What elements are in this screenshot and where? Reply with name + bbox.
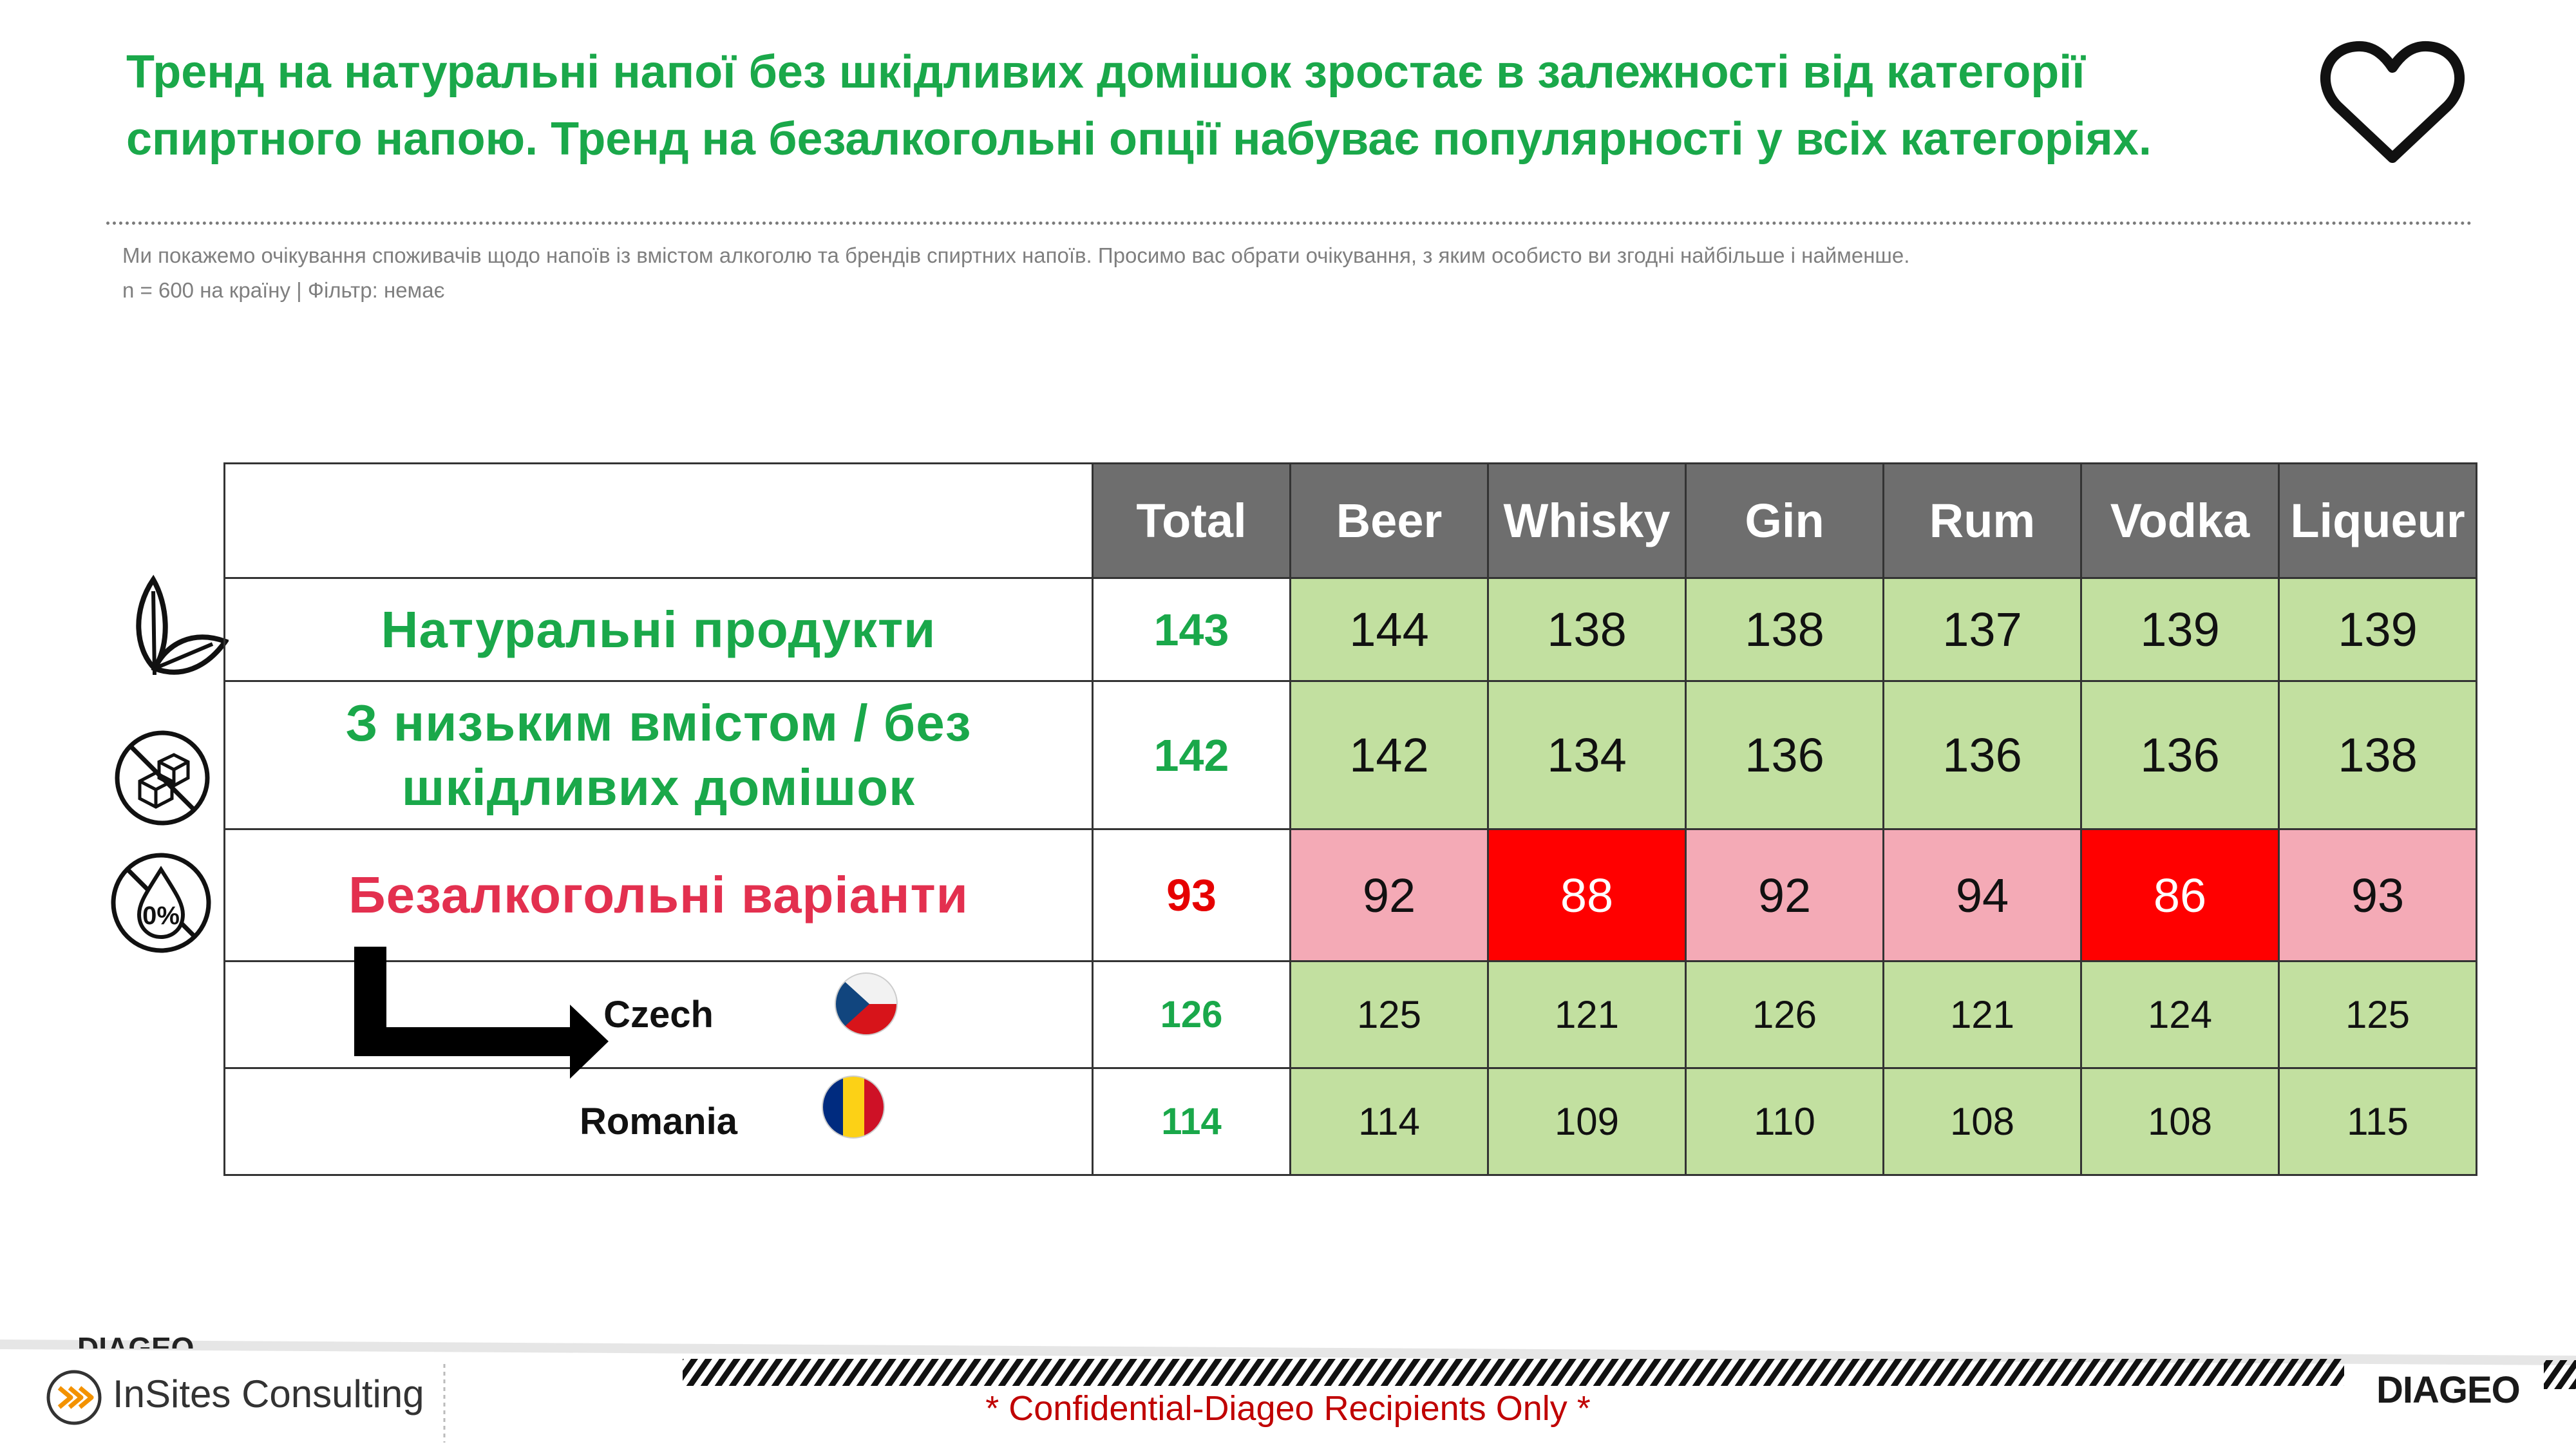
col-header-gin: Gin	[1685, 462, 1884, 579]
cell-total: 93	[1092, 828, 1291, 962]
romania-flag-icon	[822, 1075, 885, 1139]
row-label-natural: Натуральні продукти	[223, 577, 1094, 682]
table-row: Romania 114 114 109 110 108 108 115	[223, 1067, 2477, 1176]
expectations-table: Total Beer Whisky Gin Rum Vodka Liqueur …	[223, 462, 2477, 1176]
row-label-line-1: З низьким вмістом / без	[345, 694, 972, 752]
col-header-beer: Beer	[1289, 462, 1489, 579]
czech-flag-icon	[835, 972, 898, 1036]
diageo-partial-logo: DIAGEO	[77, 1331, 194, 1349]
cell-value: 108	[2080, 1067, 2280, 1176]
table-row: Безалкогольні варіанти 93 92 88 92 94 86…	[223, 828, 2477, 962]
sample-note: n = 600 на країну | Фільтр: немає	[122, 278, 445, 302]
cell-value: 88	[1487, 828, 1687, 962]
cell-value: 86	[2080, 828, 2280, 962]
table-row: З низьким вмістом / без шкідливих домішо…	[223, 680, 2477, 830]
cell-value: 124	[2080, 960, 2280, 1069]
insites-logo-icon	[46, 1370, 102, 1425]
heart-icon	[2320, 41, 2465, 163]
cell-value: 121	[1487, 960, 1687, 1069]
cell-value: 115	[2278, 1067, 2477, 1176]
cell-value: 125	[2278, 960, 2477, 1069]
svg-text:0%: 0%	[142, 902, 180, 930]
cell-total: 126	[1092, 960, 1291, 1069]
row-label-non-alcoholic: Безалкогольні варіанти	[223, 828, 1094, 962]
section-divider	[106, 222, 2473, 225]
leaf-icon	[136, 574, 229, 676]
header-blank-cell	[223, 462, 1094, 579]
row-label-low-additives: З низьким вмістом / без шкідливих домішо…	[223, 680, 1094, 830]
cell-value: 137	[1882, 577, 2082, 682]
col-header-liqueur: Liqueur	[2278, 462, 2477, 579]
cell-value: 144	[1289, 577, 1489, 682]
cell-value: 142	[1289, 680, 1489, 830]
cell-total: 143	[1092, 577, 1291, 682]
no-sugar-icon	[115, 730, 210, 826]
page-title: Тренд на натуральні напої без шкідливих …	[126, 39, 2251, 173]
arrow-down-right-icon	[354, 947, 609, 1079]
col-header-total: Total	[1092, 462, 1291, 579]
cell-value: 110	[1685, 1067, 1884, 1176]
title-line-2: спиртного напою. Тренд на безалкогольні …	[126, 113, 2152, 165]
cell-value: 134	[1487, 680, 1687, 830]
cell-value: 136	[1882, 680, 2082, 830]
cell-value: 114	[1289, 1067, 1489, 1176]
col-header-vodka: Vodka	[2080, 462, 2280, 579]
table-row: Натуральні продукти 143 144 138 138 137 …	[223, 577, 2477, 682]
cell-value: 94	[1882, 828, 2082, 962]
cell-value: 109	[1487, 1067, 1687, 1176]
zero-alcohol-icon: 0%	[111, 853, 211, 953]
cell-value: 108	[1882, 1067, 2082, 1176]
row-label-line-2: шкідливих домішок	[401, 758, 916, 816]
row-label-romania: Romania	[223, 1067, 1094, 1176]
insites-consulting-logo: InSites Consulting	[113, 1372, 424, 1416]
cell-total: 142	[1092, 680, 1291, 830]
cell-value: 138	[1487, 577, 1687, 682]
col-header-rum: Rum	[1882, 462, 2082, 579]
cell-value: 136	[1685, 680, 1884, 830]
question-note: Ми покажемо очікування споживачів щодо н…	[122, 243, 1910, 267]
cell-value: 139	[2080, 577, 2280, 682]
cell-value: 125	[1289, 960, 1489, 1069]
cell-value: 138	[1685, 577, 1884, 682]
cell-value: 138	[2278, 680, 2477, 830]
country-name: Romania	[580, 1101, 737, 1142]
col-header-whisky: Whisky	[1487, 462, 1687, 579]
header-row: Total Beer Whisky Gin Rum Vodka Liqueur	[223, 462, 2477, 579]
cell-value: 92	[1289, 828, 1489, 962]
cell-value: 126	[1685, 960, 1884, 1069]
cell-value: 121	[1882, 960, 2082, 1069]
country-name: Czech	[603, 994, 714, 1036]
cell-value: 136	[2080, 680, 2280, 830]
confidential-notice: * Confidential-Diageo Recipients Only *	[985, 1389, 1591, 1428]
footer-stripe-band	[0, 1340, 2576, 1443]
cell-value: 92	[1685, 828, 1884, 962]
cell-value: 139	[2278, 577, 2477, 682]
diageo-logo: DIAGEO	[2376, 1369, 2521, 1411]
cell-value: 93	[2278, 828, 2477, 962]
title-line-1: Тренд на натуральні напої без шкідливих …	[126, 46, 2085, 98]
cell-total: 114	[1092, 1067, 1291, 1176]
